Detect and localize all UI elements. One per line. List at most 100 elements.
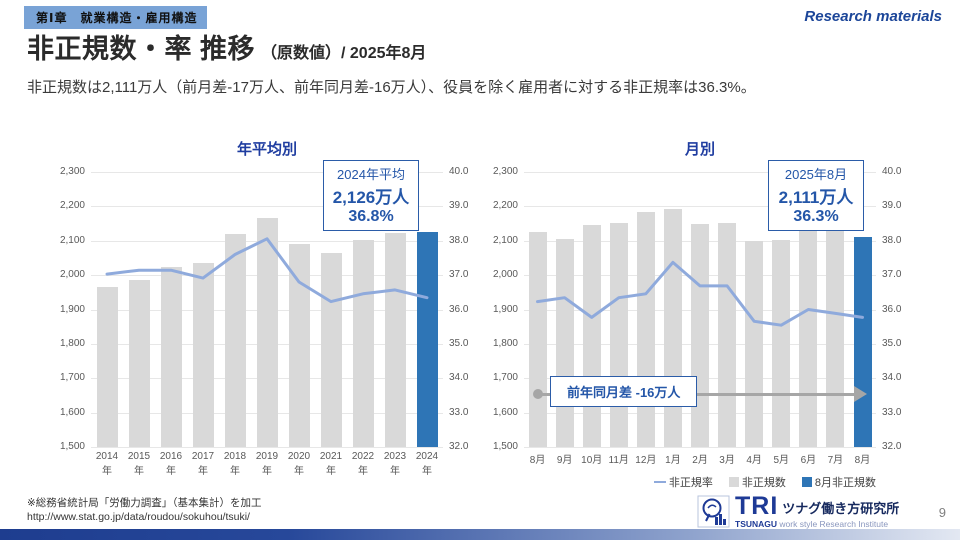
logo-english-tagline: TSUNAGU work style Research Institute bbox=[735, 519, 899, 529]
legend-highlight-label: 8月非正規数 bbox=[814, 477, 876, 489]
x-axis-label: 2014年 bbox=[95, 451, 119, 477]
annual-average-chart: 年平均別 2,300 2,200 2,100 2,000 1,900 1,800 1,700… bbox=[55, 134, 485, 499]
bar bbox=[160, 267, 182, 447]
tsunagu-logo: TRI ツナグ働き方研究所 TSUNAGU work style Researc… bbox=[697, 492, 900, 529]
title-main: 非正規数・率 推移 bbox=[27, 34, 256, 64]
logo-text: TRI ツナグ働き方研究所 TSUNAGU work style Researc… bbox=[735, 492, 900, 529]
bar bbox=[224, 233, 246, 447]
x-axis-label: 11月 bbox=[608, 455, 629, 466]
gridline bbox=[524, 172, 876, 173]
legend-highlight: 8月非正規数 bbox=[801, 474, 876, 490]
right-axis-tick: 32.0 bbox=[882, 441, 902, 452]
page-title: 非正規数・率 推移 （原数値）/ 2025年8月 bbox=[27, 27, 426, 66]
bar bbox=[128, 279, 150, 447]
callout-rate: 36.3% bbox=[793, 208, 839, 225]
x-axis-label: 5月 bbox=[773, 455, 790, 466]
left-axis-tick: 2,000 bbox=[59, 269, 85, 281]
left-axis-tick: 1,700 bbox=[59, 372, 85, 384]
rate-line bbox=[536, 260, 864, 327]
callout-period: 2025年8月 bbox=[784, 167, 848, 182]
gridline bbox=[524, 447, 876, 448]
bar bbox=[384, 232, 406, 447]
gray-square-icon bbox=[728, 477, 739, 487]
x-axis-label: 2024年 bbox=[415, 451, 439, 477]
gridline bbox=[91, 447, 443, 448]
line-swatch-icon bbox=[653, 480, 666, 484]
bar bbox=[718, 222, 737, 447]
right-axis-tick: 33.0 bbox=[882, 406, 902, 418]
monthly-right-axis: 40.0 39.0 38.0 37.0 36.0 35.0 34.0 33.0 32.0 bbox=[880, 166, 918, 537]
right-axis-tick: 37.0 bbox=[882, 269, 902, 281]
annual-left-axis: 2,300 2,200 2,100 2,000 1,900 1,800 1,700 1,600… bbox=[55, 166, 85, 537]
left-axis-tick: 1,800 bbox=[492, 337, 518, 349]
source-note: ※総務省統計局「労働力調査」（基本集計）を加工 http://www.stat.… bbox=[27, 496, 262, 524]
gridline bbox=[524, 206, 876, 208]
source-line2: http://www.stat.go.jp/data/roudou/sokuho… bbox=[27, 511, 250, 524]
left-axis-tick: 2,200 bbox=[59, 200, 85, 212]
right-axis-tick: 39.0 bbox=[449, 200, 469, 212]
chart-title-annual: 年平均別 bbox=[236, 141, 297, 158]
right-axis-tick: 40.0 bbox=[882, 166, 902, 177]
bar bbox=[288, 244, 310, 447]
right-axis-tick: 39.0 bbox=[882, 200, 902, 212]
bar bbox=[96, 286, 118, 447]
left-axis-tick: 1,800 bbox=[59, 337, 85, 349]
yoy-arrow-head-icon bbox=[854, 386, 867, 402]
x-axis-label: 10月 bbox=[581, 455, 603, 466]
magnifier-chart-logo-icon bbox=[697, 495, 730, 528]
right-axis-tick: 36.0 bbox=[882, 303, 902, 315]
x-axis-label: 1月 bbox=[665, 455, 681, 466]
monthly-chart: 月別 2,300 2,200 2,100 2,000 1,900 1,800 1,700 1,… bbox=[488, 134, 918, 499]
bar bbox=[256, 218, 278, 447]
bar bbox=[799, 228, 818, 447]
legend-count-label: 非正規数 bbox=[741, 477, 786, 489]
summary-text: 非正規数は2,111万人（前月差-17万人、前年同月差-16万人）、役員を除く雇… bbox=[27, 79, 756, 96]
blue-square-icon bbox=[801, 477, 812, 487]
left-axis-tick: 2,100 bbox=[492, 234, 518, 246]
yoy-difference-label: 前年同月差 -16万人 bbox=[550, 376, 698, 407]
callout-rate: 36.8% bbox=[348, 208, 394, 225]
legend-rate-label: 非正規率 bbox=[668, 477, 713, 489]
right-axis-tick: 34.0 bbox=[882, 372, 902, 384]
rate-line bbox=[105, 237, 429, 304]
x-axis-label: 6月 bbox=[800, 455, 817, 466]
x-axis-label: 2016年 bbox=[159, 451, 183, 477]
highlight-bar bbox=[416, 231, 438, 447]
x-axis-label: 2022年 bbox=[351, 451, 375, 477]
left-axis-tick: 1,900 bbox=[492, 303, 518, 315]
monthly-left-axis: 2,300 2,200 2,100 2,000 1,900 1,800 1,700 1,600… bbox=[488, 166, 518, 537]
x-axis-label: 7月 bbox=[827, 455, 844, 466]
right-axis-tick: 38.0 bbox=[449, 234, 469, 246]
chart-title-monthly: 月別 bbox=[684, 141, 715, 158]
research-materials-watermark: Research materials bbox=[804, 8, 942, 25]
gridline bbox=[91, 206, 443, 208]
left-axis-tick: 2,200 bbox=[492, 200, 518, 212]
left-axis-tick: 1,700 bbox=[492, 372, 518, 384]
right-axis-tick: 40.0 bbox=[449, 166, 469, 177]
gridline bbox=[91, 172, 443, 173]
x-axis-label: 2023年 bbox=[383, 451, 407, 477]
left-axis-tick: 2,300 bbox=[59, 166, 85, 177]
chart-legend: 非正規率 非正規数 8月非正規数 bbox=[524, 474, 876, 490]
callout-2025-august: 2025年8月 2,111万人 36.3% bbox=[768, 160, 864, 231]
x-axis-label: 8月 bbox=[854, 455, 871, 466]
callout-count: 2,111万人 bbox=[778, 188, 854, 207]
left-axis-tick: 2,100 bbox=[59, 234, 85, 246]
x-axis-label: 2015年 bbox=[127, 451, 151, 477]
callout-period: 2024年平均 bbox=[337, 167, 405, 182]
logo-japanese-name: ツナグ働き方研究所 bbox=[782, 501, 900, 516]
logo-tri-text: TRI bbox=[735, 492, 779, 520]
chapter-tag: 第Ⅰ章 就業構造・雇用構造 bbox=[24, 6, 208, 29]
legend-count: 非正規数 bbox=[728, 474, 786, 490]
bottom-accent-bar bbox=[0, 529, 960, 540]
right-axis-tick: 38.0 bbox=[882, 234, 902, 246]
source-line1: ※総務省統計局「労働力調査」（基本集計）を加工 bbox=[27, 497, 262, 509]
x-axis-label: 2017年 bbox=[191, 451, 215, 477]
left-axis-tick: 2,000 bbox=[492, 269, 518, 281]
right-axis-tick: 35.0 bbox=[449, 337, 469, 349]
bar bbox=[192, 262, 214, 447]
annual-plot-area bbox=[91, 172, 443, 448]
x-axis-label: 2月 bbox=[692, 455, 708, 466]
right-axis-tick: 34.0 bbox=[449, 372, 469, 384]
